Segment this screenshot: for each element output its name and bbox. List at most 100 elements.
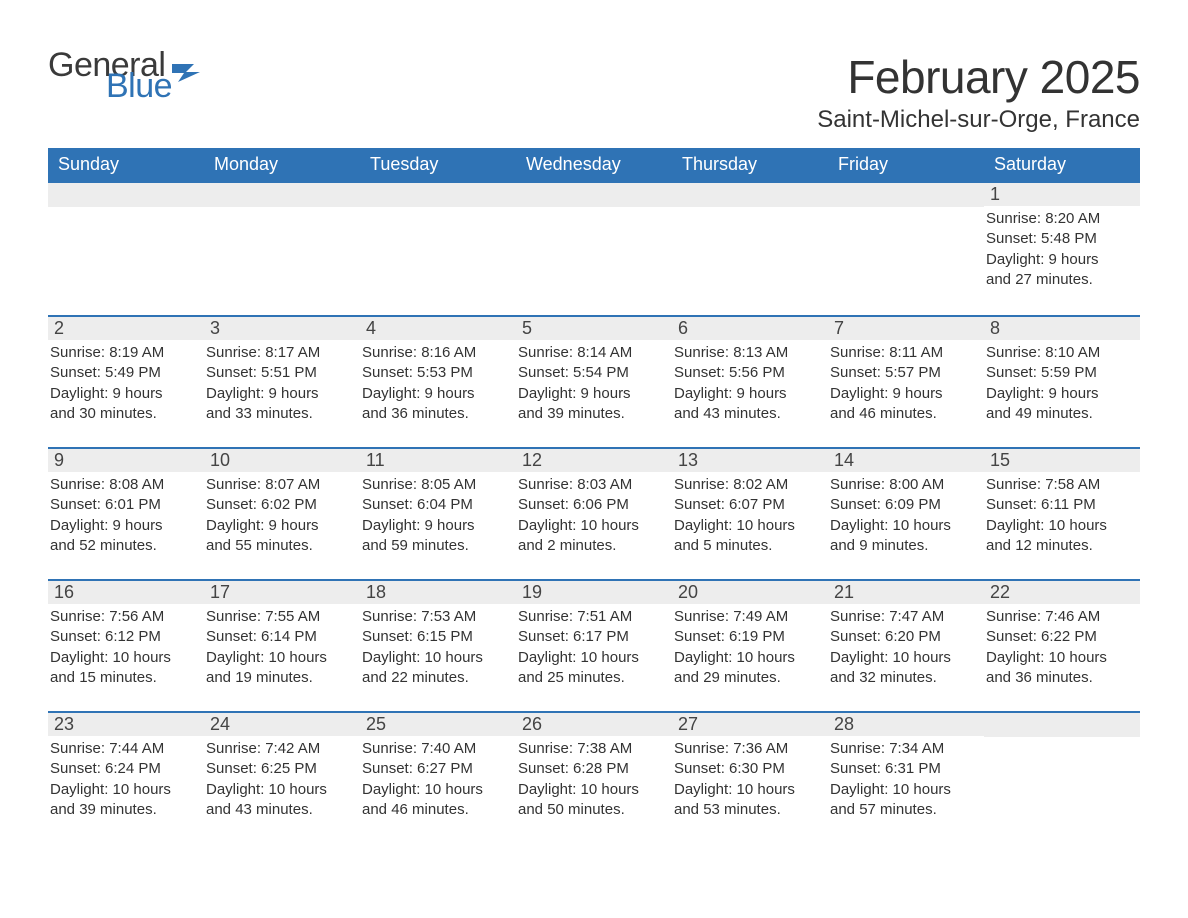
daylight-text-line1: Daylight: 9 hours xyxy=(50,516,198,536)
daylight-text-line1: Daylight: 10 hours xyxy=(206,648,354,668)
daylight-text-line1: Daylight: 9 hours xyxy=(206,516,354,536)
day-number: 13 xyxy=(672,449,828,472)
daylight-text-line2: and 49 minutes. xyxy=(986,404,1134,424)
calendar-day-cell xyxy=(204,183,360,301)
daylight-text-line1: Daylight: 10 hours xyxy=(50,648,198,668)
day-details: Sunrise: 8:20 AMSunset: 5:48 PMDaylight:… xyxy=(984,206,1140,293)
day-number: 9 xyxy=(48,449,204,472)
sunrise-text: Sunrise: 7:49 AM xyxy=(674,607,822,627)
day-details: Sunrise: 7:36 AMSunset: 6:30 PMDaylight:… xyxy=(672,736,828,823)
sunrise-text: Sunrise: 7:46 AM xyxy=(986,607,1134,627)
day-number xyxy=(828,183,984,207)
sunset-text: Sunset: 6:28 PM xyxy=(518,759,666,779)
day-details: Sunrise: 7:34 AMSunset: 6:31 PMDaylight:… xyxy=(828,736,984,823)
calendar-day-cell: 27Sunrise: 7:36 AMSunset: 6:30 PMDayligh… xyxy=(672,711,828,829)
sunset-text: Sunset: 6:20 PM xyxy=(830,627,978,647)
daylight-text-line2: and 53 minutes. xyxy=(674,800,822,820)
title-block: February 2025 Saint-Michel-sur-Orge, Fra… xyxy=(817,50,1140,134)
daylight-text-line1: Daylight: 10 hours xyxy=(674,780,822,800)
calendar-header-row: Sunday Monday Tuesday Wednesday Thursday… xyxy=(48,148,1140,183)
sunset-text: Sunset: 6:31 PM xyxy=(830,759,978,779)
calendar-day-cell xyxy=(360,183,516,301)
day-details: Sunrise: 8:03 AMSunset: 6:06 PMDaylight:… xyxy=(516,472,672,559)
day-number: 15 xyxy=(984,449,1140,472)
day-details: Sunrise: 8:02 AMSunset: 6:07 PMDaylight:… xyxy=(672,472,828,559)
day-details: Sunrise: 8:19 AMSunset: 5:49 PMDaylight:… xyxy=(48,340,204,427)
day-details: Sunrise: 8:07 AMSunset: 6:02 PMDaylight:… xyxy=(204,472,360,559)
daylight-text-line2: and 15 minutes. xyxy=(50,668,198,688)
calendar-day-cell: 14Sunrise: 8:00 AMSunset: 6:09 PMDayligh… xyxy=(828,447,984,565)
calendar-day-cell: 7Sunrise: 8:11 AMSunset: 5:57 PMDaylight… xyxy=(828,315,984,433)
day-number: 25 xyxy=(360,713,516,736)
day-details: Sunrise: 8:05 AMSunset: 6:04 PMDaylight:… xyxy=(360,472,516,559)
daylight-text-line1: Daylight: 10 hours xyxy=(830,780,978,800)
daylight-text-line2: and 43 minutes. xyxy=(206,800,354,820)
daylight-text-line2: and 43 minutes. xyxy=(674,404,822,424)
daylight-text-line1: Daylight: 9 hours xyxy=(986,250,1134,270)
sunset-text: Sunset: 6:07 PM xyxy=(674,495,822,515)
header: General Blue February 2025 Saint-Michel-… xyxy=(48,50,1140,134)
day-details: Sunrise: 7:56 AMSunset: 6:12 PMDaylight:… xyxy=(48,604,204,691)
day-details: Sunrise: 7:44 AMSunset: 6:24 PMDaylight:… xyxy=(48,736,204,823)
day-details: Sunrise: 8:00 AMSunset: 6:09 PMDaylight:… xyxy=(828,472,984,559)
brand-logo: General Blue xyxy=(48,50,200,111)
day-number: 23 xyxy=(48,713,204,736)
daylight-text-line1: Daylight: 10 hours xyxy=(830,516,978,536)
calendar-day-cell: 9Sunrise: 8:08 AMSunset: 6:01 PMDaylight… xyxy=(48,447,204,565)
sunset-text: Sunset: 6:19 PM xyxy=(674,627,822,647)
day-number: 19 xyxy=(516,581,672,604)
daylight-text-line2: and 59 minutes. xyxy=(362,536,510,556)
daylight-text-line2: and 46 minutes. xyxy=(830,404,978,424)
daylight-text-line1: Daylight: 10 hours xyxy=(206,780,354,800)
sunset-text: Sunset: 6:27 PM xyxy=(362,759,510,779)
sunset-text: Sunset: 6:17 PM xyxy=(518,627,666,647)
daylight-text-line1: Daylight: 9 hours xyxy=(674,384,822,404)
sunrise-text: Sunrise: 7:36 AM xyxy=(674,739,822,759)
daylight-text-line1: Daylight: 10 hours xyxy=(674,648,822,668)
sunrise-text: Sunrise: 7:47 AM xyxy=(830,607,978,627)
day-details: Sunrise: 7:58 AMSunset: 6:11 PMDaylight:… xyxy=(984,472,1140,559)
daylight-text-line2: and 5 minutes. xyxy=(674,536,822,556)
day-number: 1 xyxy=(984,183,1140,206)
day-details: Sunrise: 8:10 AMSunset: 5:59 PMDaylight:… xyxy=(984,340,1140,427)
calendar-day-cell: 8Sunrise: 8:10 AMSunset: 5:59 PMDaylight… xyxy=(984,315,1140,433)
calendar-day-cell xyxy=(672,183,828,301)
sunset-text: Sunset: 5:51 PM xyxy=(206,363,354,383)
calendar-day-cell xyxy=(828,183,984,301)
calendar-day-cell: 22Sunrise: 7:46 AMSunset: 6:22 PMDayligh… xyxy=(984,579,1140,697)
location-subtitle: Saint-Michel-sur-Orge, France xyxy=(817,106,1140,134)
daylight-text-line2: and 57 minutes. xyxy=(830,800,978,820)
sunrise-text: Sunrise: 8:00 AM xyxy=(830,475,978,495)
sunrise-text: Sunrise: 7:56 AM xyxy=(50,607,198,627)
day-details: Sunrise: 7:38 AMSunset: 6:28 PMDaylight:… xyxy=(516,736,672,823)
day-details: Sunrise: 7:47 AMSunset: 6:20 PMDaylight:… xyxy=(828,604,984,691)
day-number: 17 xyxy=(204,581,360,604)
sunset-text: Sunset: 5:53 PM xyxy=(362,363,510,383)
day-number: 22 xyxy=(984,581,1140,604)
calendar-day-cell xyxy=(516,183,672,301)
day-number: 20 xyxy=(672,581,828,604)
daylight-text-line2: and 9 minutes. xyxy=(830,536,978,556)
sunset-text: Sunset: 5:57 PM xyxy=(830,363,978,383)
calendar-day-cell: 5Sunrise: 8:14 AMSunset: 5:54 PMDaylight… xyxy=(516,315,672,433)
day-number: 21 xyxy=(828,581,984,604)
daylight-text-line2: and 29 minutes. xyxy=(674,668,822,688)
sunrise-text: Sunrise: 7:40 AM xyxy=(362,739,510,759)
day-number: 3 xyxy=(204,317,360,340)
day-details: Sunrise: 7:49 AMSunset: 6:19 PMDaylight:… xyxy=(672,604,828,691)
sunset-text: Sunset: 5:54 PM xyxy=(518,363,666,383)
daylight-text-line2: and 32 minutes. xyxy=(830,668,978,688)
day-number xyxy=(360,183,516,207)
daylight-text-line2: and 27 minutes. xyxy=(986,270,1134,290)
calendar-day-cell: 13Sunrise: 8:02 AMSunset: 6:07 PMDayligh… xyxy=(672,447,828,565)
day-number xyxy=(204,183,360,207)
brand-logo-sub: Blue xyxy=(106,71,258,102)
calendar-day-cell: 18Sunrise: 7:53 AMSunset: 6:15 PMDayligh… xyxy=(360,579,516,697)
day-number: 7 xyxy=(828,317,984,340)
daylight-text-line1: Daylight: 10 hours xyxy=(518,780,666,800)
day-number: 12 xyxy=(516,449,672,472)
day-number: 24 xyxy=(204,713,360,736)
day-details: Sunrise: 7:51 AMSunset: 6:17 PMDaylight:… xyxy=(516,604,672,691)
daylight-text-line1: Daylight: 10 hours xyxy=(518,648,666,668)
daylight-text-line1: Daylight: 9 hours xyxy=(50,384,198,404)
